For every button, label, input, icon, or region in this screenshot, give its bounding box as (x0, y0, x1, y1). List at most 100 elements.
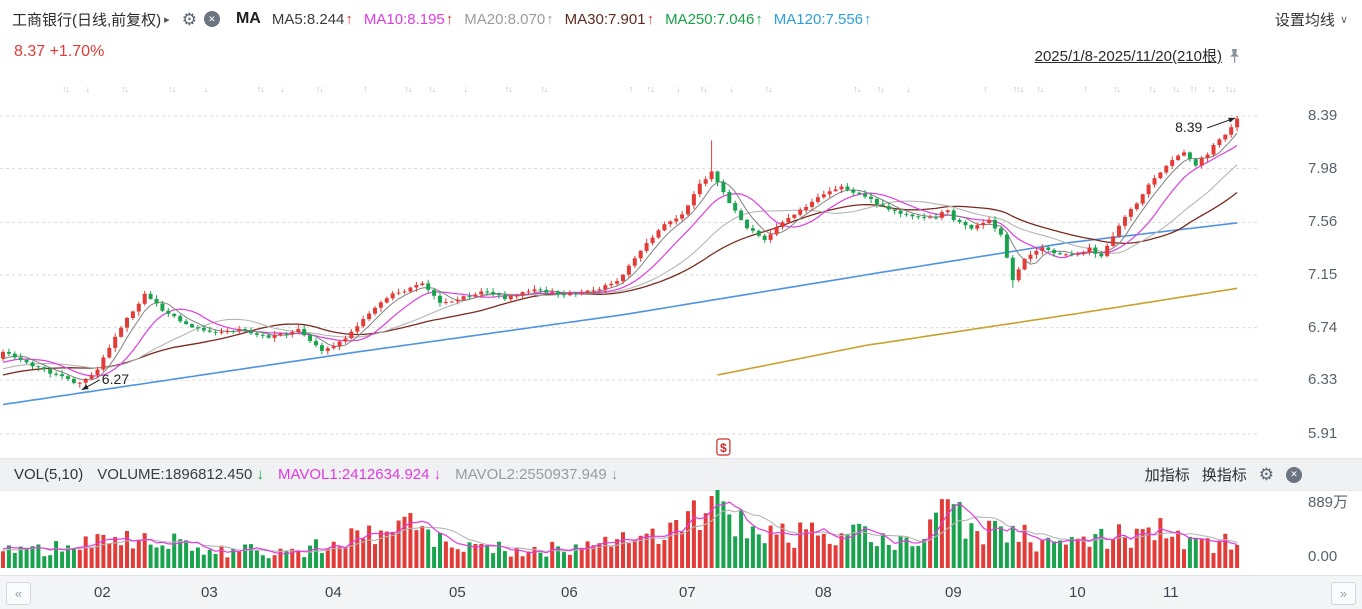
volume-toolbar: VOL(5,10) VOLUME:1896812.450 ↓ MAVOL1:24… (0, 458, 1362, 491)
scroll-right-button[interactable]: » (1331, 582, 1356, 605)
mavol1-legend: MAVOL1:2412634.924 ↓ (278, 466, 441, 483)
price-axis-label: 7.15 (1308, 266, 1338, 283)
ma250-trend-arrow-icon: ↑ (755, 10, 763, 28)
svg-text:↑↓: ↑↓ (540, 84, 548, 94)
candlestick-chart[interactable]: ↑↓ ↓ ↑↓ ↑↓ ↓ ↑↓ ↓ ↑↓ ↑ ↑↓ ↑↓ ↓ ↑↓ ↑↓ ↑ ↑↓ ↓ ↑↓ ↓ ↑↓ ↑↓ ↑↓ ↓ ↑ ↑↑… (0, 62, 1362, 458)
svg-text:↑↓: ↑↓ (316, 84, 324, 94)
ma250-legend: MA250:7.046↑ (665, 11, 763, 28)
volume-trend-arrow-icon: ↓ (256, 466, 264, 483)
ma10-value: MA10:8.195 (363, 10, 445, 28)
price-axis-label: 5.91 (1308, 424, 1338, 442)
month-label: 07 (679, 584, 696, 601)
svg-text:↑↓: ↑↓ (404, 84, 412, 94)
svg-text:↓: ↓ (676, 84, 680, 94)
ma5-value: MA5:8.244 (271, 10, 345, 28)
svg-text:↑: ↑ (629, 84, 633, 94)
svg-text:↑: ↑ (363, 84, 367, 94)
svg-text:↑↓: ↑↓ (428, 84, 436, 94)
time-axis-bar: « 02 03 04 05 06 07 08 09 10 11 » (0, 575, 1362, 609)
switch-indicator-button[interactable]: 换指标 (1201, 467, 1247, 484)
volume-chart[interactable] (0, 484, 1362, 575)
month-label: 02 (94, 584, 111, 601)
ma120-trend-arrow-icon: ↑ (864, 10, 872, 28)
svg-text:↑: ↑ (983, 84, 987, 94)
volume-legend: VOLUME:1896812.450 ↓ (97, 466, 264, 483)
month-label: 03 (201, 584, 218, 601)
top-toolbar: 工商银行(日线,前复权) ▸ ⚙ ✕ MA MA5:8.244↑ MA10:8.… (0, 0, 1362, 38)
add-indicator-button[interactable]: 加指标 (1144, 467, 1190, 484)
svg-text:↑↓: ↑↓ (62, 84, 70, 94)
svg-text:↓: ↓ (204, 84, 208, 94)
svg-text:↑↓: ↑↓ (257, 84, 265, 94)
volume-value: VOLUME:1896812.450 (97, 466, 253, 483)
symbol-title[interactable]: 工商银行(日线,前复权) (12, 11, 162, 29)
svg-text:6.27: 6.27 (102, 371, 129, 387)
svg-text:↓: ↓ (280, 84, 284, 94)
chevron-down-icon: ∨ (1339, 13, 1348, 26)
svg-text:↑↓: ↑↓ (765, 84, 773, 94)
svg-text:↑↓: ↑↓ (168, 84, 176, 94)
price-axis-label: 7.98 (1308, 159, 1338, 177)
month-label: 10 (1069, 584, 1086, 601)
svg-text:↑↓: ↑↓ (647, 84, 655, 94)
mavol2-value: MAVOL2:2550937.949 (455, 466, 607, 483)
ma20-legend: MA20:8.070↑ (464, 11, 553, 28)
svg-text:$: $ (720, 441, 727, 455)
ma30-value: MA30:7.901 (564, 10, 646, 28)
ma120-legend: MA120:7.556↑ (774, 11, 872, 28)
svg-text:↓: ↓ (464, 84, 468, 94)
svg-text:↓: ↓ (729, 84, 733, 94)
svg-text:↑↓: ↑↓ (1172, 84, 1180, 94)
month-label: 09 (945, 584, 962, 601)
scroll-left-button[interactable]: « (6, 582, 31, 605)
svg-text:↑↓: ↑↓ (853, 84, 861, 94)
close-indicator-icon[interactable]: ✕ (203, 11, 220, 27)
price-change-readout: 8.37 +1.70% (14, 43, 105, 60)
svg-text:↑↓: ↑↓ (1208, 84, 1216, 94)
ma-indicator-label: MA (235, 10, 261, 27)
title-caret-icon[interactable]: ▸ (164, 13, 170, 26)
month-label: 06 (561, 584, 578, 601)
ma10-legend: MA10:8.195↑ (364, 11, 453, 28)
svg-text:↓: ↓ (906, 84, 910, 94)
svg-text:↑↓: ↑↓ (1149, 84, 1157, 94)
svg-text:↑↓: ↑↓ (505, 84, 513, 94)
svg-text:↑: ↑ (1084, 84, 1088, 94)
indicator-settings-gear-icon[interactable]: ⚙ (1258, 465, 1274, 484)
price-axis-label: 6.33 (1308, 371, 1338, 389)
vol-indicator-label: VOL(5,10) (14, 466, 84, 483)
chart-settings-gear-icon[interactable]: ⚙ (181, 9, 197, 29)
svg-text:↓: ↓ (86, 84, 90, 94)
ma5-trend-arrow-icon: ↑ (345, 10, 353, 28)
close-volume-panel-icon[interactable]: ✕ (1286, 466, 1302, 483)
ma20-value: MA20:8.070 (464, 10, 546, 28)
ma30-legend: MA30:7.901↑ (565, 11, 654, 28)
svg-text:↑↓: ↑↓ (700, 84, 708, 94)
ma250-value: MA250:7.046 (665, 10, 755, 28)
ma5-legend: MA5:8.244↑ (272, 11, 353, 28)
month-label: 11 (1163, 584, 1179, 601)
ma30-trend-arrow-icon: ↑ (646, 10, 655, 28)
month-label: 08 (815, 584, 832, 601)
price-axis-label: 8.39 (1308, 107, 1338, 124)
svg-text:↑↑↓: ↑↑↓ (1013, 84, 1024, 94)
svg-text:↑↑: ↑↑ (1190, 84, 1198, 94)
mavol1-value: MAVOL1:2412634.924 (277, 466, 430, 483)
date-range-link[interactable]: 2025/1/8-2025/11/20(210根) (1034, 48, 1222, 65)
ma-settings-label: 设置均线 (1274, 11, 1335, 29)
volume-axis-label: 889万 (1308, 494, 1349, 511)
ma10-trend-arrow-icon: ↑ (445, 10, 454, 28)
ma-settings-button[interactable]: 设置均线 ∨ (1275, 0, 1348, 38)
price-axis-label: 7.56 (1308, 213, 1338, 231)
mavol2-legend: MAVOL2:2550937.949 ↓ (455, 466, 618, 483)
month-label: 04 (325, 584, 342, 601)
svg-text:↑↓: ↑↓ (877, 84, 885, 94)
svg-text:8.39: 8.39 (1175, 119, 1202, 135)
svg-text:↑↓: ↑↓ (1113, 84, 1121, 94)
svg-text:↑↓: ↑↓ (1036, 84, 1044, 94)
svg-text:↑↓: ↑↓ (121, 84, 129, 94)
pin-icon[interactable] (1227, 48, 1242, 64)
month-label: 05 (449, 584, 466, 601)
ma120-value: MA120:7.556 (773, 10, 864, 28)
